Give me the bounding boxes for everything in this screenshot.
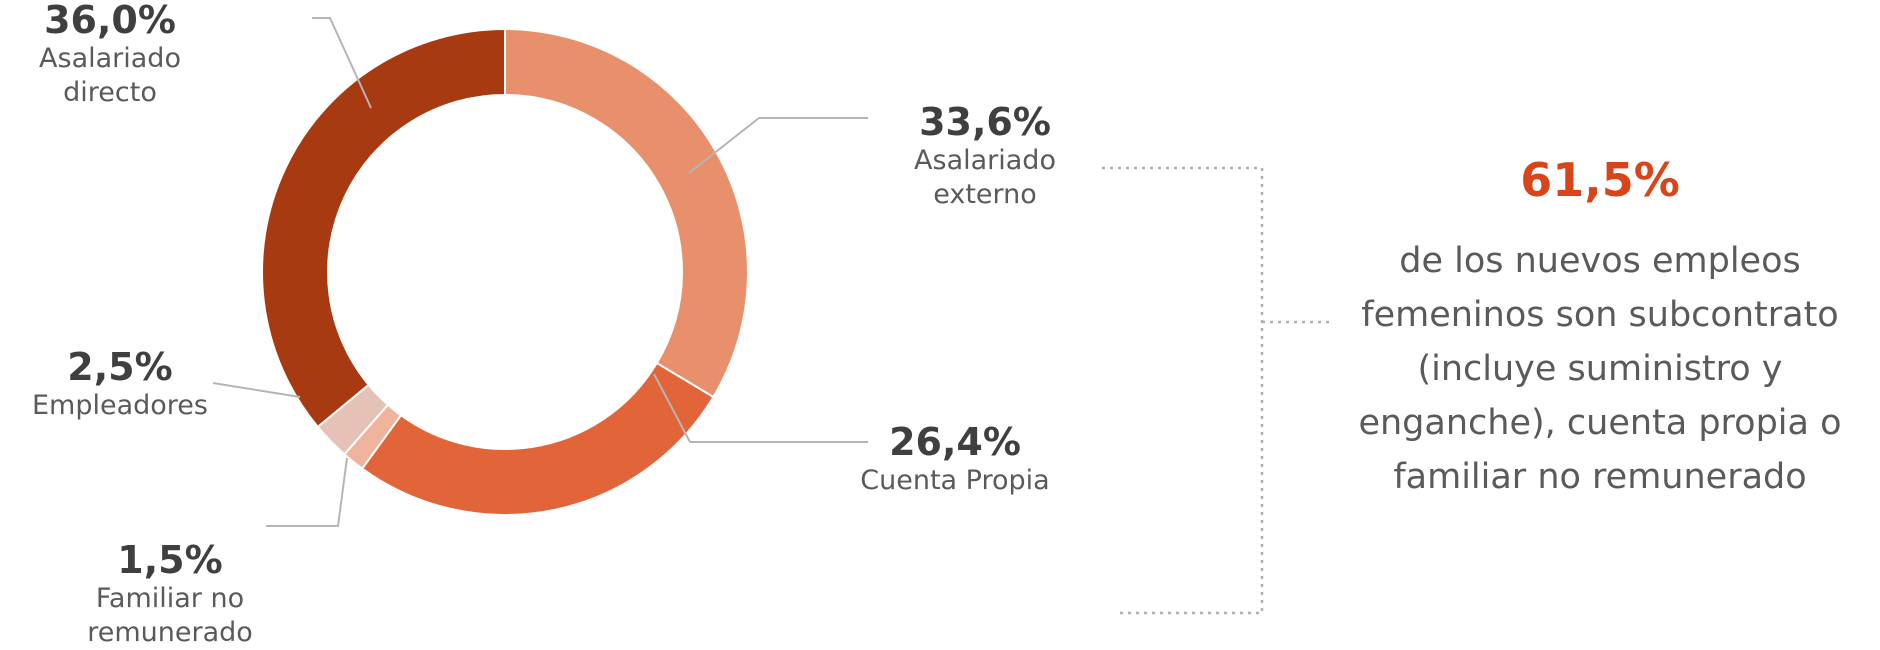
label-asalariado-externo: 33,6% Asalariado externo	[880, 100, 1090, 212]
callout: 61,5% de los nuevos empleos femeninos so…	[1330, 150, 1870, 504]
donut-chart	[212, 17, 1332, 615]
callout-text: de los nuevos empleos femeninos son subc…	[1358, 241, 1842, 497]
label-familiar-no-remunerado: 1,5% Familiar no remunerado	[70, 538, 270, 650]
slice-value-label: 2,5%	[67, 345, 173, 389]
slice-name-label: Familiar no remunerado	[87, 583, 253, 648]
leader-line-asalariado-externo	[688, 117, 868, 174]
slice-name-label: Asalariado externo	[914, 145, 1056, 210]
label-cuenta-propia: 26,4% Cuenta Propia	[840, 420, 1070, 498]
callout-value: 61,5%	[1520, 153, 1680, 207]
leader-line-familiar	[266, 457, 348, 527]
label-empleadores: 2,5% Empleadores	[10, 345, 230, 423]
donut-slice-0	[504, 27, 749, 399]
slice-name-label: Empleadores	[31, 390, 208, 421]
donut-slice-4	[261, 27, 506, 429]
slice-name-label: Cuenta Propia	[860, 465, 1050, 496]
label-asalariado-directo: 36,0% Asalariado directo	[10, 0, 210, 110]
leader-line-cuenta-propia	[653, 373, 868, 443]
slice-value-label: 36,0%	[44, 0, 176, 42]
slice-name-label: Asalariado directo	[39, 43, 181, 108]
slice-value-label: 33,6%	[919, 100, 1051, 144]
leader-line-asalariado-directo	[312, 17, 372, 109]
leader-line-empleadores	[212, 382, 301, 398]
donut-slice-1	[360, 361, 715, 516]
slice-value-label: 1,5%	[117, 538, 223, 582]
bracket-connector	[1102, 166, 1332, 615]
slice-value-label: 26,4%	[889, 420, 1021, 464]
